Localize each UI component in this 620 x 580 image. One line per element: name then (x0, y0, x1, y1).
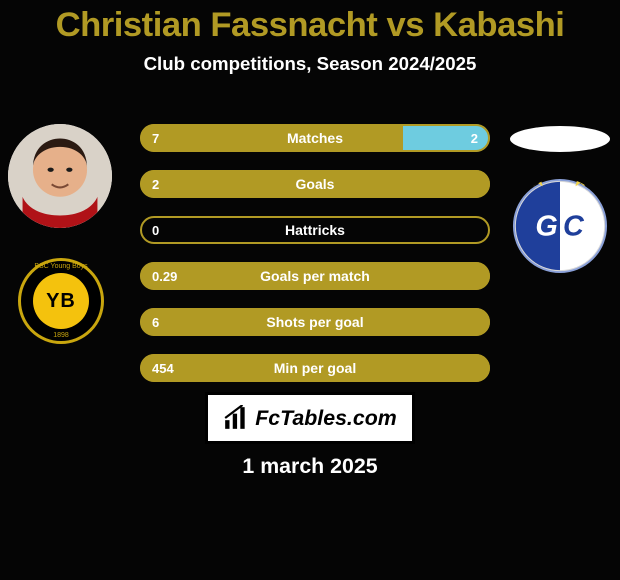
svg-text:C: C (563, 211, 585, 243)
fctables-icon (223, 405, 249, 431)
date-text: 1 march 2025 (0, 454, 620, 479)
stat-row: Goals2 (140, 170, 490, 198)
crest-right-icon: G C (512, 178, 608, 274)
stat-row: Shots per goal6 (140, 308, 490, 336)
stat-row: Hattricks0 (140, 216, 490, 244)
stat-left-value: 7 (152, 124, 159, 152)
stat-label: Shots per goal (140, 308, 490, 336)
stat-row: Goals per match0.29 (140, 262, 490, 290)
crest-left-monogram: YB (33, 273, 89, 329)
svg-text:G: G (535, 211, 557, 243)
stat-left-value: 0 (152, 216, 159, 244)
fctables-badge: FcTables.com (205, 392, 415, 444)
stat-left-value: 0.29 (152, 262, 177, 290)
stats-area: Matches72Goals2Hattricks0Goals per match… (140, 124, 490, 400)
stat-label: Hattricks (140, 216, 490, 244)
crest-left: BSC Young Boys YB 1898 (18, 258, 104, 344)
stat-label: Goals (140, 170, 490, 198)
stat-left-value: 454 (152, 354, 174, 382)
crest-right: G C (512, 178, 608, 274)
stat-left-value: 6 (152, 308, 159, 336)
player-left-avatar-icon (8, 124, 112, 228)
stat-label: Min per goal (140, 354, 490, 382)
page-title: Christian Fassnacht vs Kabashi (0, 0, 620, 45)
stat-right-value: 2 (471, 124, 478, 152)
fctables-text: FcTables.com (255, 406, 396, 431)
stat-label: Goals per match (140, 262, 490, 290)
stat-row: Min per goal454 (140, 354, 490, 382)
crest-left-ring-top: BSC Young Boys (21, 263, 101, 270)
stat-row: Matches7 2 (140, 124, 490, 152)
crest-left-year: 1898 (21, 332, 101, 339)
stat-left-value: 2 (152, 170, 159, 198)
player-right-placeholder (510, 126, 610, 152)
subtitle: Club competitions, Season 2024/2025 (0, 53, 620, 75)
player-left-photo (8, 124, 112, 228)
stat-label: Matches (140, 124, 490, 152)
